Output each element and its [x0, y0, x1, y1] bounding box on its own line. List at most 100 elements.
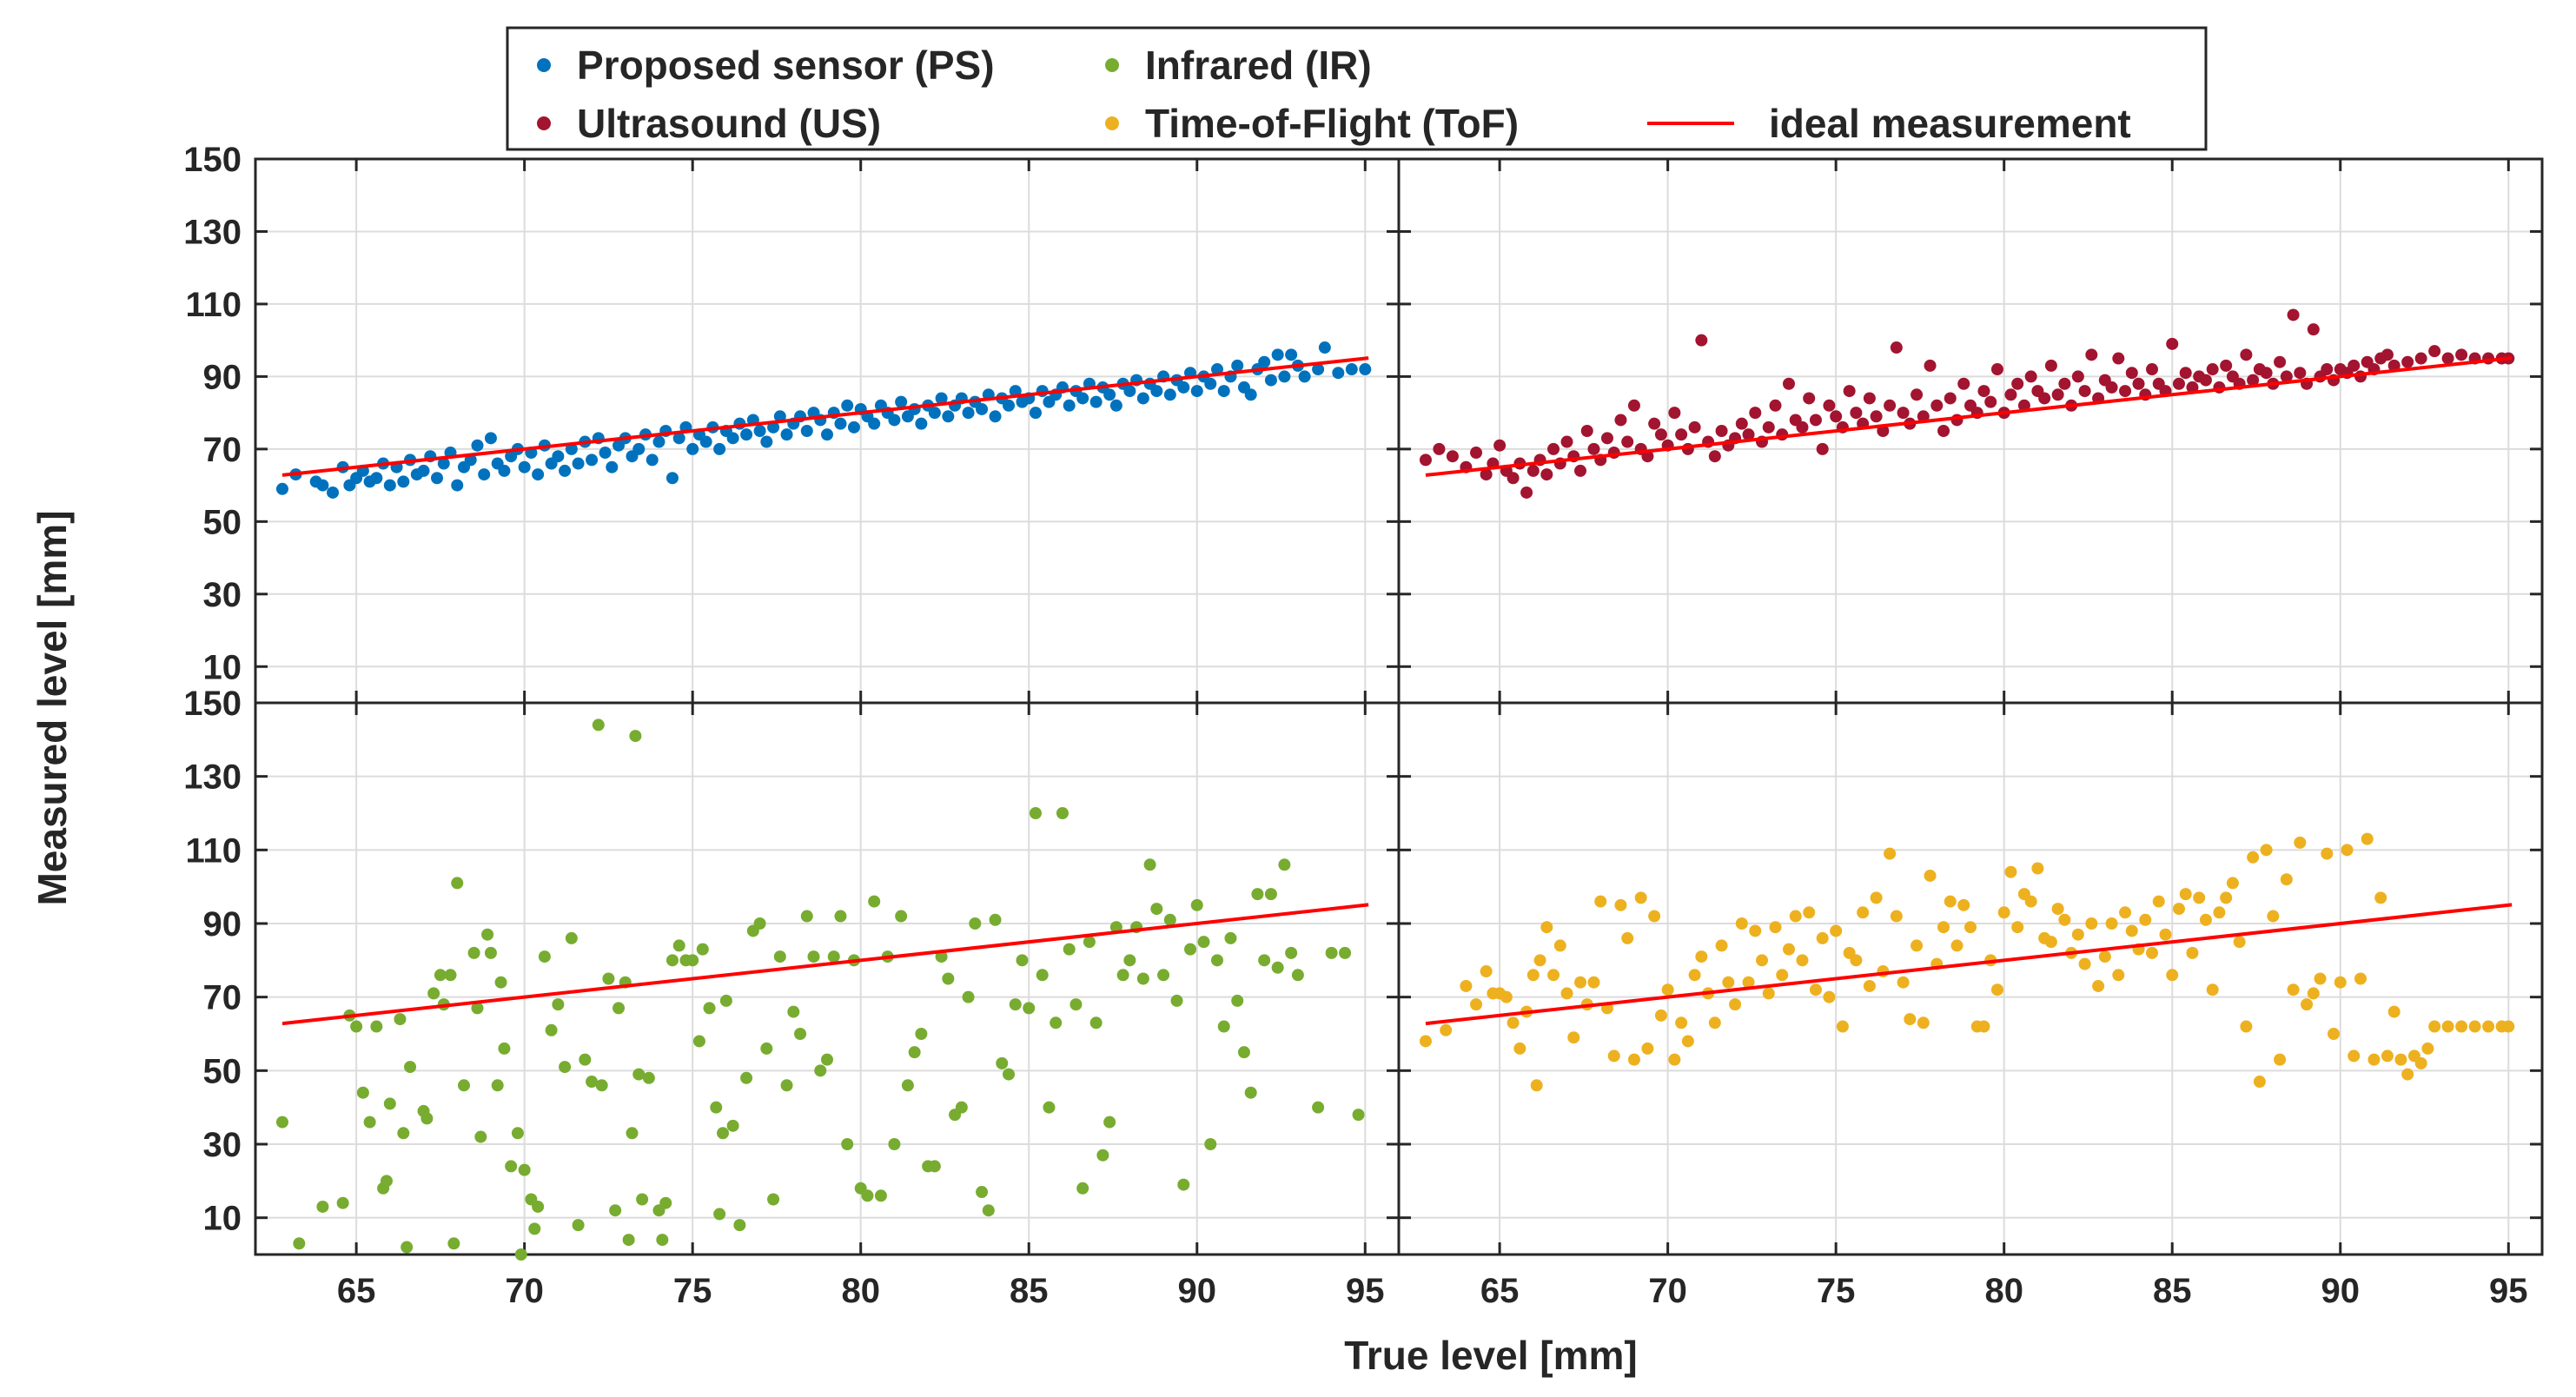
data-point — [370, 1020, 383, 1033]
data-point — [2078, 957, 2091, 970]
data-point — [622, 1234, 635, 1247]
data-point — [2105, 381, 2118, 394]
data-point — [1036, 969, 1049, 982]
data-point — [1116, 969, 1129, 982]
data-point — [1157, 969, 1170, 982]
data-point — [2112, 352, 2125, 365]
data-point — [713, 442, 726, 455]
x-tick-label: 85 — [2153, 1272, 2192, 1310]
ideal-line — [281, 903, 1369, 1026]
data-point — [2280, 370, 2293, 383]
data-point — [2159, 928, 2172, 941]
data-point — [895, 910, 908, 923]
data-point — [841, 399, 854, 412]
panel-time-of-flight — [1397, 701, 2544, 1256]
data-point — [1291, 969, 1304, 982]
data-point — [514, 1248, 527, 1261]
data-point — [1789, 910, 1802, 923]
data-point — [1796, 420, 1809, 434]
data-point — [2044, 936, 2057, 949]
y-tick-label: 70 — [203, 979, 242, 1017]
data-point — [1480, 965, 1493, 978]
data-point — [1580, 425, 1593, 437]
data-point — [666, 472, 679, 485]
data-point — [2226, 877, 2239, 890]
data-point — [1177, 381, 1190, 394]
data-point — [1150, 385, 1163, 398]
legend-label-ps: Proposed sensor (PS) — [577, 43, 995, 88]
data-point — [1063, 943, 1076, 956]
data-point — [2132, 377, 2145, 390]
x-tick-label: 75 — [673, 1272, 712, 1310]
data-point — [2199, 374, 2212, 387]
data-point — [1587, 976, 1600, 989]
data-point — [1507, 1016, 1520, 1030]
data-point — [2112, 969, 2125, 982]
data-point — [626, 1127, 639, 1140]
data-point — [1526, 969, 1540, 982]
data-point — [2348, 359, 2361, 372]
data-point — [1224, 931, 1237, 944]
data-point — [717, 1127, 730, 1140]
data-point — [1749, 924, 1762, 937]
x-tick-label: 80 — [1984, 1272, 2023, 1310]
data-point — [2071, 928, 2084, 941]
data-point — [1123, 954, 1136, 967]
data-point — [2024, 895, 2037, 908]
y-tick-label: 10 — [203, 648, 242, 686]
axis-box — [1397, 701, 2544, 1256]
data-point — [1204, 1138, 1217, 1150]
data-point — [1480, 468, 1493, 481]
data-point — [1264, 888, 1277, 901]
data-point — [1533, 954, 1546, 967]
data-point — [2058, 913, 2071, 926]
data-point — [1654, 428, 1667, 441]
data-point — [1419, 454, 1432, 467]
data-point — [1050, 1016, 1063, 1030]
data-point — [2287, 308, 2300, 321]
data-point — [1312, 1101, 1325, 1114]
ideal-line — [1425, 903, 2513, 1026]
data-point — [915, 1028, 928, 1040]
x-tick-label: 75 — [1817, 1272, 1856, 1310]
data-point — [1029, 407, 1042, 420]
legend-label-tof: Time-of-Flight (ToF) — [1145, 101, 1519, 146]
data-point — [2381, 348, 2394, 361]
data-point — [421, 1112, 434, 1125]
data-point — [982, 1204, 995, 1217]
data-point — [2152, 895, 2165, 908]
data-point — [1237, 1046, 1250, 1059]
data-point — [1830, 924, 1843, 937]
data-point — [2172, 903, 2185, 916]
data-point — [2414, 352, 2427, 365]
data-point — [976, 1186, 989, 1199]
x-tick-label: 65 — [337, 1272, 376, 1310]
data-point — [1163, 913, 1176, 926]
data-point — [2004, 865, 2017, 878]
data-point — [2414, 1056, 2427, 1069]
data-point — [1231, 359, 1244, 372]
legend-marker-ps — [537, 58, 551, 72]
data-point — [498, 464, 511, 477]
data-point — [1735, 417, 1748, 430]
data-point — [1009, 998, 1022, 1011]
data-point — [1823, 399, 1836, 412]
legend-marker-us — [537, 116, 551, 130]
data-point — [1500, 990, 1513, 1003]
data-point — [1897, 976, 1910, 989]
data-point — [2044, 359, 2057, 372]
data-point — [1708, 1016, 1721, 1030]
x-tick-label: 70 — [505, 1272, 544, 1310]
data-point — [1567, 1031, 1580, 1044]
data-point — [1997, 906, 2010, 919]
data-point — [1359, 363, 1372, 376]
data-point — [1977, 385, 1990, 398]
y-tick-label: 110 — [185, 286, 242, 324]
data-point — [868, 417, 881, 430]
data-point — [1096, 1149, 1109, 1162]
data-point — [800, 425, 813, 437]
data-point — [1003, 399, 1016, 412]
data-point — [437, 457, 450, 470]
y-tick-label: 10 — [203, 1200, 242, 1238]
data-point — [942, 972, 955, 985]
